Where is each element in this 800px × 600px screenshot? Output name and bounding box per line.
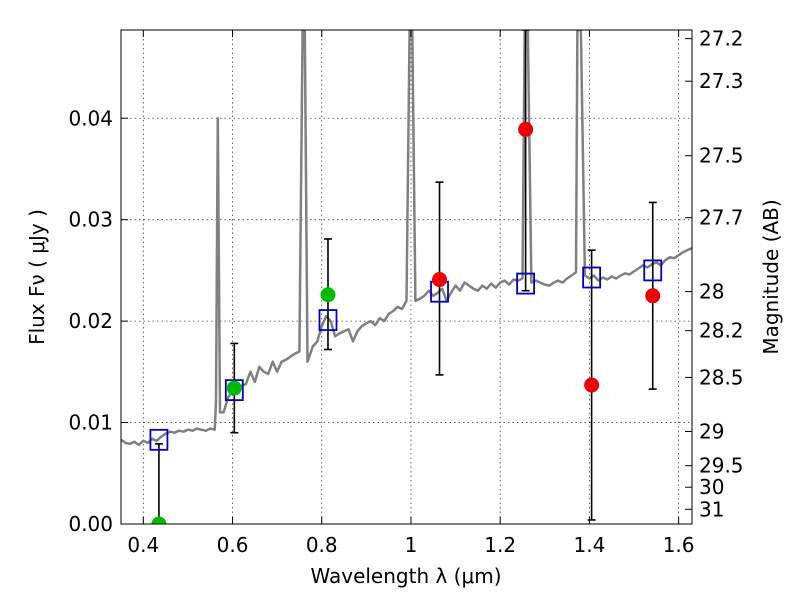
x-tick-label: 1.6 [663,533,695,557]
observed-point [645,288,661,304]
spectrum-line [121,30,692,447]
right-tick-label: 27.5 [699,144,744,168]
right-tick-label: 29.5 [699,454,744,478]
x-tick-label: 0.6 [217,533,249,557]
right-tick-label: 28.5 [699,365,744,389]
x-tick-label: 0.8 [306,533,338,557]
observed-point [151,516,167,524]
x-tick-label: 1.2 [484,533,516,557]
observed-point [320,287,336,303]
model-square [149,428,169,451]
x-tick-label: 1.4 [573,533,605,557]
right-axis-title: Magnitude (AB) [759,199,783,354]
observed-point [584,377,600,393]
right-tick-label: 30 [699,475,724,499]
right-tick-label: 31 [699,497,724,521]
x-axis-title: Wavelength λ (μm) [310,564,501,588]
observed-point [518,121,534,137]
model-square [643,259,663,282]
right-tick-label: 27.7 [699,206,744,230]
axis-ticks: 0.4 0.6 0.8 1 1.2 1.4 1.6 0.00 0.01 0.02 0.03 0.04 2… [68,27,743,557]
x-tick-label: 1 [405,533,418,557]
y-axis-title: Flux Fν ( μJy ) [25,209,49,345]
right-tick-label: 27.3 [699,69,744,93]
model-square [516,272,536,295]
x-tick-label: 0.4 [127,533,159,557]
y-tick-label: 0.01 [68,411,113,435]
right-tick-label: 28.2 [699,319,744,343]
model-square [318,309,338,332]
model-square [582,266,602,289]
right-tick-label: 27.2 [699,27,744,51]
observed-point [432,272,448,288]
y-tick-label: 0.00 [68,512,113,536]
observed-point [226,380,242,396]
right-tick-label: 28 [699,280,724,304]
y-tick-label: 0.03 [68,208,113,232]
y-tick-label: 0.04 [68,106,113,130]
y-tick-label: 0.02 [68,309,113,333]
plot-area [121,30,692,524]
model-square [224,379,244,402]
plot-frame [120,29,693,525]
right-tick-label: 29 [699,419,724,443]
